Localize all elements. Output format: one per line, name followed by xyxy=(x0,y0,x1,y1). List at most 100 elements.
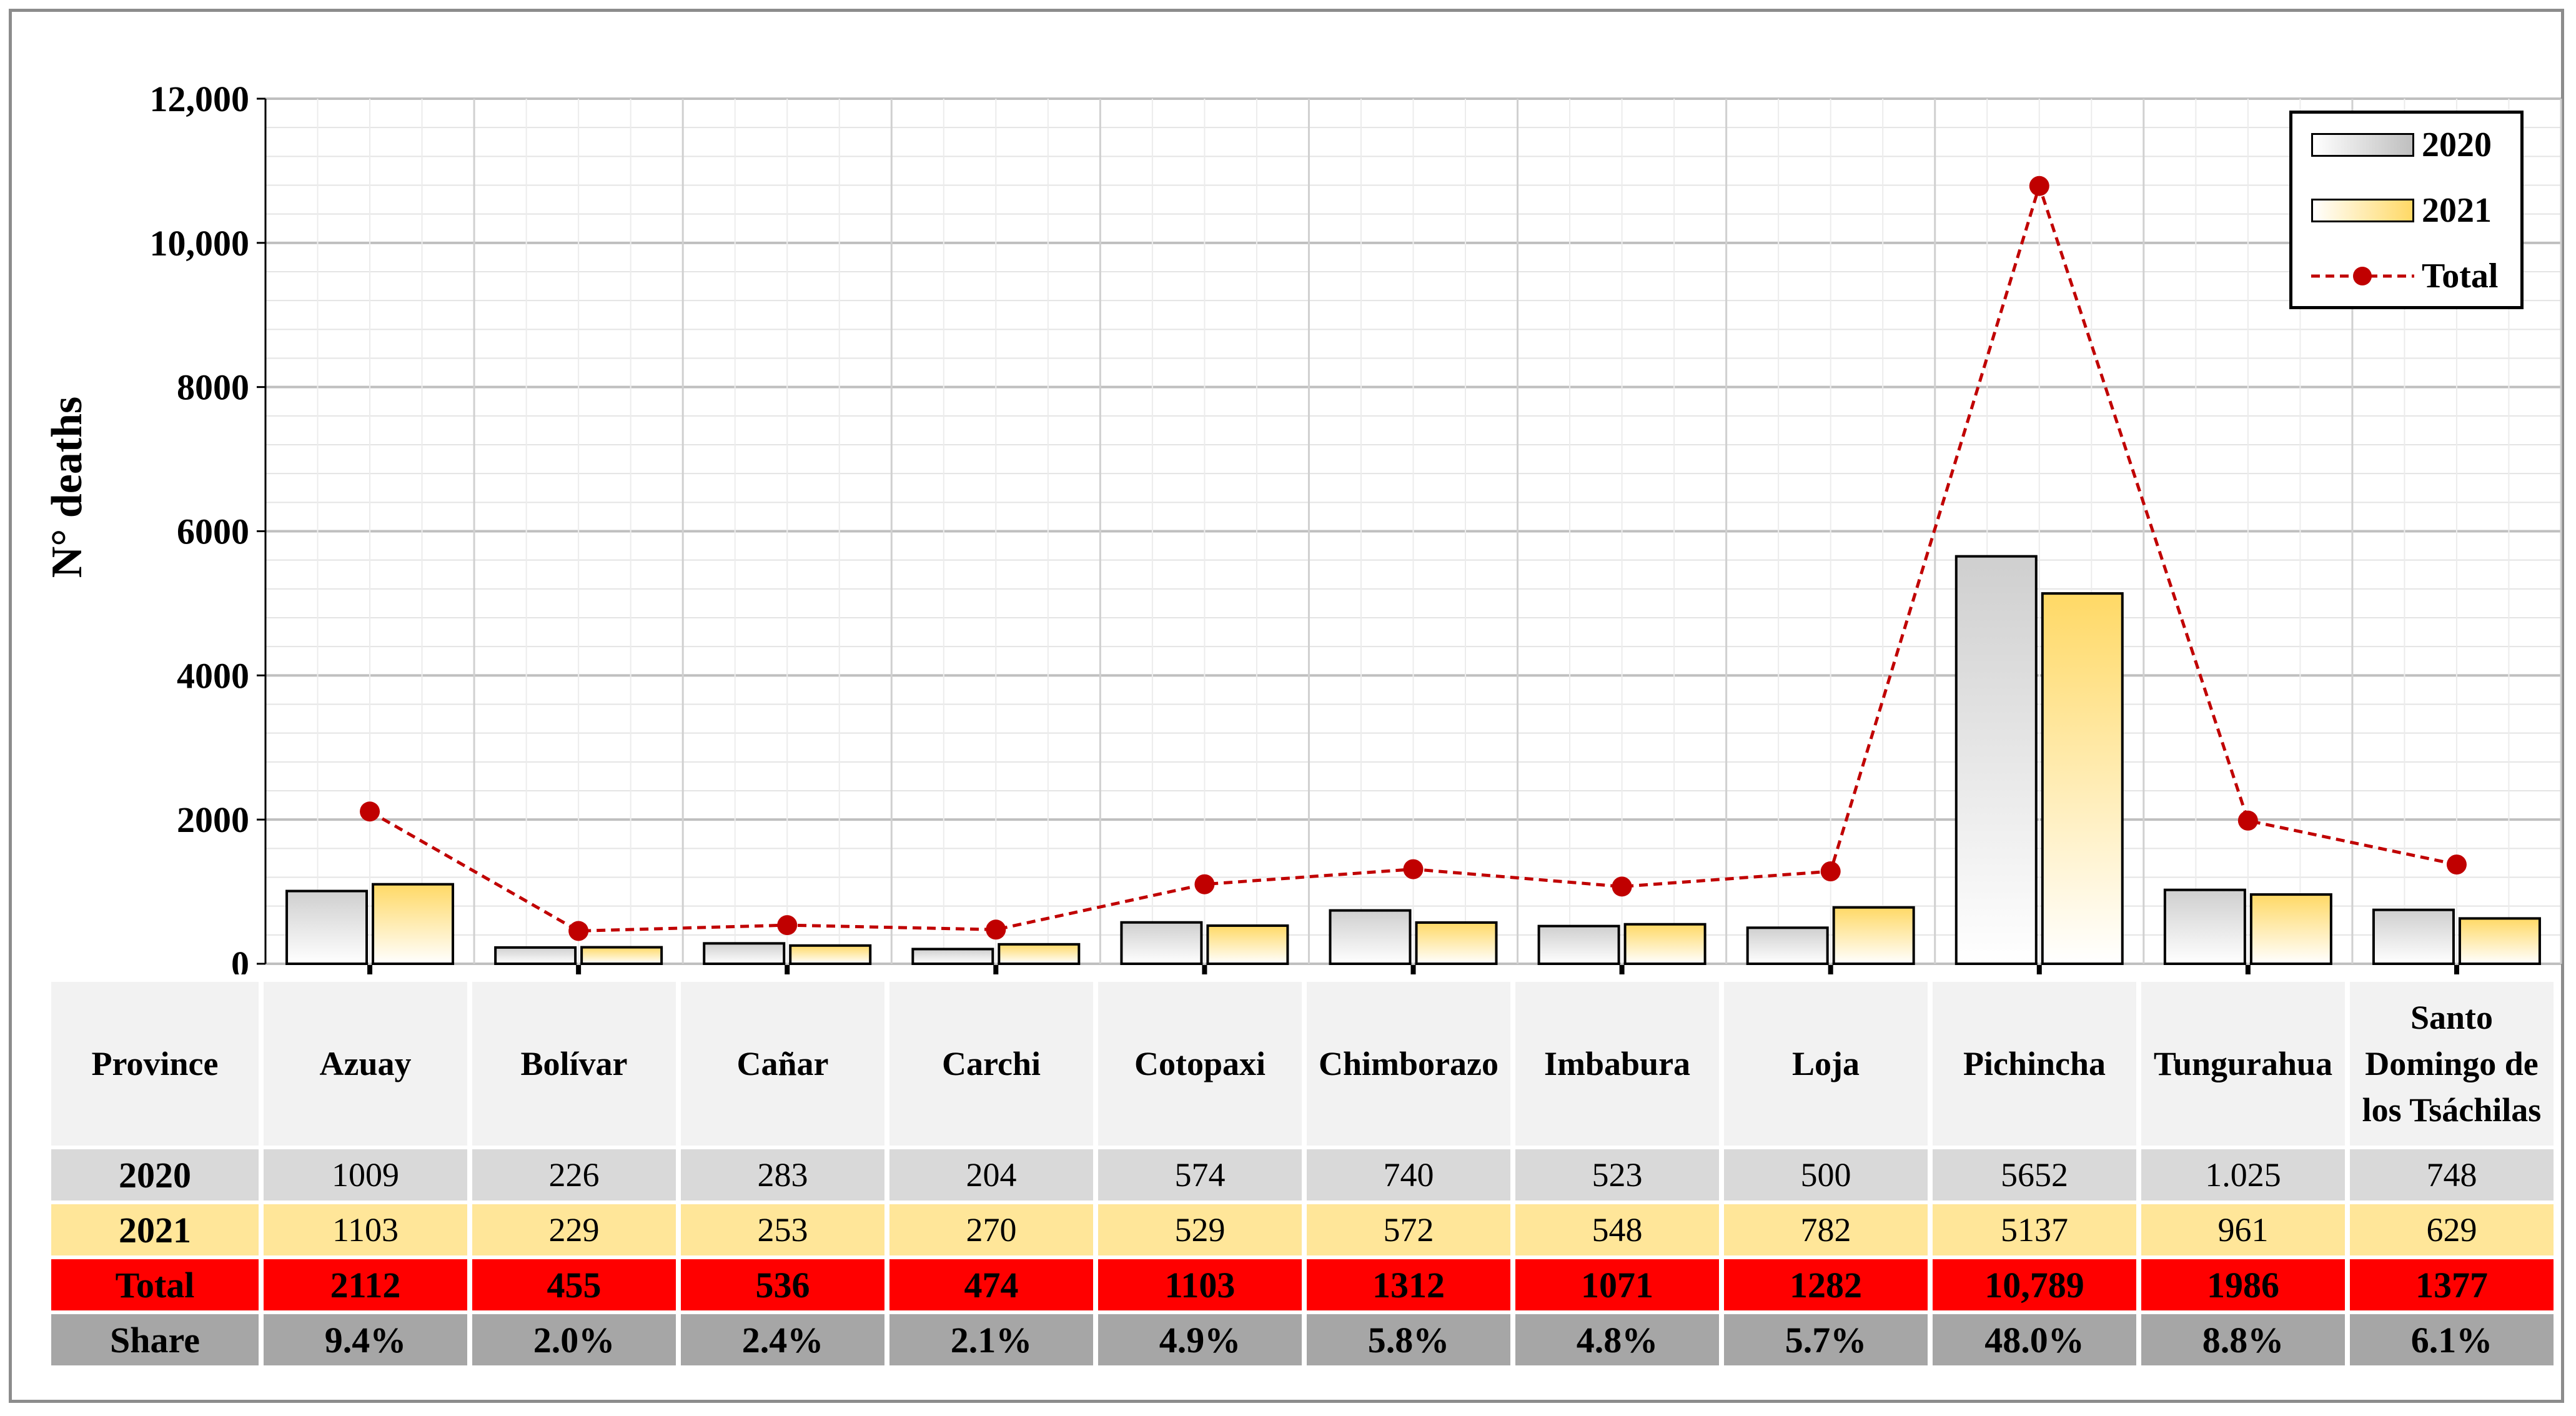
table-cell: Pichincha xyxy=(1933,982,2136,1146)
y-axis-label: N° deaths xyxy=(43,397,91,578)
bar-2021 xyxy=(2041,592,2124,965)
table-cell: 5.7% xyxy=(1724,1314,1928,1365)
table-row: 2021 1103 229 253 270 529 572 548 782 5137 961 629 xyxy=(51,1204,2554,1255)
arrow-stem xyxy=(1828,965,1833,974)
bar-2020 xyxy=(285,889,369,965)
table-cell: 748 xyxy=(2350,1149,2554,1201)
bar-2020 xyxy=(1120,921,1203,966)
table-cell: 1103 xyxy=(264,1204,467,1255)
bar-2021 xyxy=(998,943,1081,966)
table-cell: Cotopaxi xyxy=(1098,982,1302,1146)
table-cell: Azuay xyxy=(264,982,467,1146)
total-point xyxy=(1403,859,1424,879)
table-row: Province Azuay Bolívar Cañar Carchi Cotopaxi C… xyxy=(51,982,2554,1146)
total-point xyxy=(2237,810,2258,831)
table-cell: 4.8% xyxy=(1515,1314,1719,1365)
bar-2020 xyxy=(2163,888,2246,965)
table-cell: 9.4% xyxy=(264,1314,467,1365)
table-cell: 5137 xyxy=(1933,1204,2136,1255)
bar-2021 xyxy=(1206,924,1289,965)
bar-2020 xyxy=(494,946,577,966)
legend-swatch-2020 xyxy=(2311,133,2414,157)
table-cell: 455 xyxy=(472,1259,676,1310)
table-cell: 1986 xyxy=(2141,1259,2345,1310)
bar-2021 xyxy=(1832,906,1915,965)
table-cell: 500 xyxy=(1724,1149,1928,1201)
table-cell: 2112 xyxy=(264,1259,467,1310)
bar-2021 xyxy=(2249,893,2332,966)
y-tick-label: 12,000 xyxy=(150,79,250,119)
total-point xyxy=(2446,854,2467,875)
y-axis: 0 2000 4000 6000 8000 10,000 12,000 xyxy=(150,79,267,974)
bar-2020 xyxy=(911,948,994,965)
data-table: Province Azuay Bolívar Cañar Carchi Cotopaxi C… xyxy=(46,978,2559,1369)
table-cell: 1009 xyxy=(264,1149,467,1201)
table-cell: 529 xyxy=(1098,1204,1302,1255)
total-point xyxy=(777,915,798,936)
table-cell: 2.4% xyxy=(681,1314,884,1365)
table-cell: Chimborazo xyxy=(1307,982,1510,1146)
legend-item-total: Total xyxy=(2311,257,2517,295)
table-cell: 8.8% xyxy=(2141,1314,2345,1365)
table-cell: Cañar xyxy=(681,982,884,1146)
arrow-stem xyxy=(1619,965,1625,974)
table-cell: 2.0% xyxy=(472,1314,676,1365)
arrow-stem xyxy=(2454,965,2459,974)
total-point xyxy=(986,919,1006,940)
row-label: Total xyxy=(51,1259,259,1310)
bar-2020 xyxy=(1329,909,1412,966)
legend-line-total xyxy=(2311,267,2414,285)
table-cell: Carchi xyxy=(889,982,1093,1146)
table-cell: Bolívar xyxy=(472,982,676,1146)
table-cell: 270 xyxy=(889,1204,1093,1255)
legend-swatch-2021 xyxy=(2311,199,2414,222)
bar-2021 xyxy=(789,944,872,965)
legend-item-2020: 2020 xyxy=(2311,126,2517,164)
table-cell: 548 xyxy=(1515,1204,1719,1255)
total-point xyxy=(360,801,380,822)
table-cell: 740 xyxy=(1307,1149,1510,1201)
row-label: Province xyxy=(51,982,259,1146)
bar-2020 xyxy=(2372,908,2455,965)
bar-2021 xyxy=(2458,917,2541,966)
table-cell: 523 xyxy=(1515,1149,1719,1201)
table-cell: 1377 xyxy=(2350,1259,2554,1310)
total-point xyxy=(2029,176,2049,196)
table-cell: 782 xyxy=(1724,1204,1928,1255)
bars xyxy=(285,555,2541,966)
total-point xyxy=(1820,861,1841,882)
arrow-stem xyxy=(367,965,373,974)
bar-2020 xyxy=(1954,555,2038,965)
bar-2021 xyxy=(580,946,663,965)
row-label: 2021 xyxy=(51,1204,259,1255)
table-cell: 474 xyxy=(889,1259,1093,1310)
table-cell: 204 xyxy=(889,1149,1093,1201)
legend-label-total: Total xyxy=(2422,257,2499,295)
table-cell: 572 xyxy=(1307,1204,1510,1255)
table-row: 2020 1009 226 283 204 574 740 523 500 5652 1.025 74… xyxy=(51,1149,2554,1201)
table-cell: 6.1% xyxy=(2350,1314,2554,1365)
table-cell: 574 xyxy=(1098,1149,1302,1201)
y-tick-label: 2000 xyxy=(177,800,249,840)
y-tick-label: 4000 xyxy=(177,655,249,696)
table-cell: 10,789 xyxy=(1933,1259,2136,1310)
table-cell: 5.8% xyxy=(1307,1314,1510,1365)
y-tick-label: 0 xyxy=(231,944,249,974)
grid-lines xyxy=(264,97,2562,965)
table-cell: 2.1% xyxy=(889,1314,1093,1365)
arrow-stem xyxy=(1202,965,1207,974)
table-row: Share 9.4% 2.0% 2.4% 2.1% 4.9% 5.8% 4.8% 5.7% 48.… xyxy=(51,1314,2554,1365)
table-cell: 1282 xyxy=(1724,1259,1928,1310)
legend-label-2020: 2020 xyxy=(2422,126,2492,164)
legend: 2020 2021 Total xyxy=(2289,111,2524,309)
bar-2021 xyxy=(372,883,455,966)
arrow-stem xyxy=(1410,965,1416,974)
table-cell: 5652 xyxy=(1933,1149,2136,1201)
bar-2021 xyxy=(1415,921,1498,966)
table-cell: 961 xyxy=(2141,1204,2345,1255)
total-point xyxy=(1194,874,1215,894)
table-cell: 229 xyxy=(472,1204,676,1255)
table-cell: 629 xyxy=(2350,1204,2554,1255)
y-tick-label: 6000 xyxy=(177,512,249,552)
legend-item-2021: 2021 xyxy=(2311,191,2517,230)
